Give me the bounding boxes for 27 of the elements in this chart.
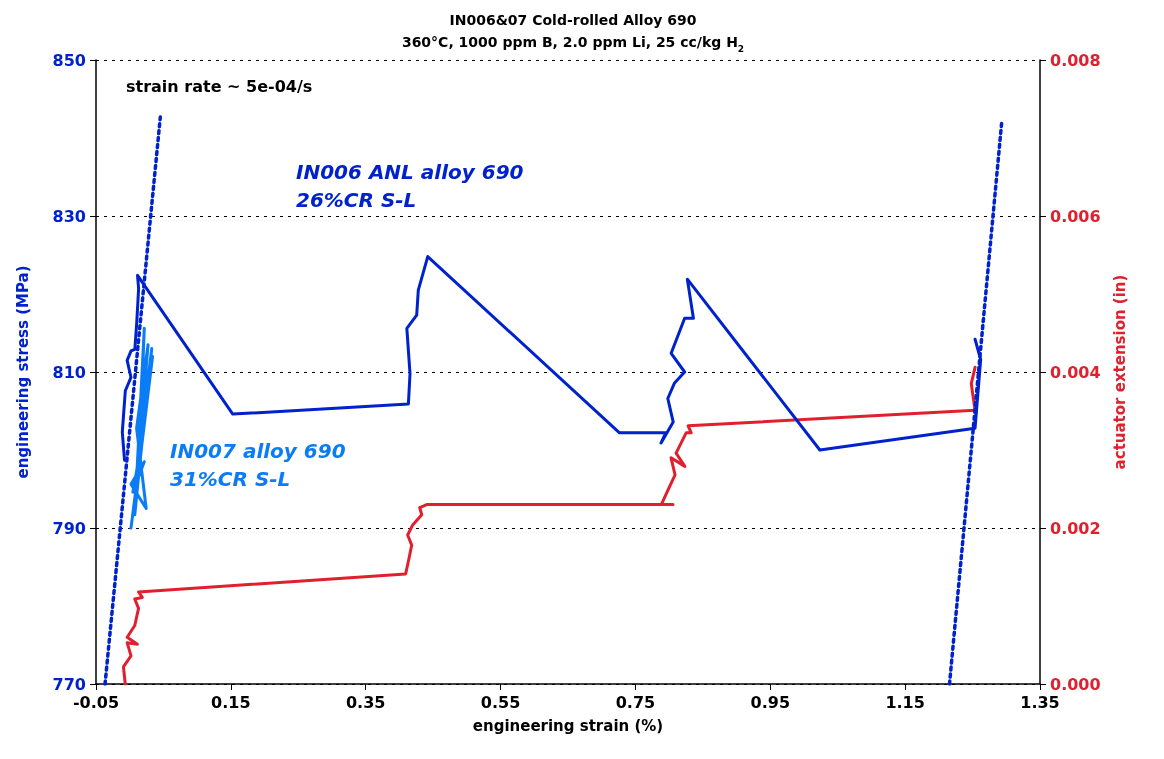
annotation: strain rate ~ 5e-04/s [126,76,313,96]
series-label: IN007 alloy 690 31%CR S-L [170,439,346,491]
x-tick-label: 0.75 [615,692,656,712]
y2-tick-label: 0.002 [1050,518,1101,538]
x-tick-label: 0.35 [345,692,386,712]
y-tick-label: 790 [52,518,86,538]
x-axis-title: engineering strain (%) [472,716,664,735]
x-tick-label: 1.35 [1020,692,1060,712]
y-axis-title: engineering stress (MPa) [13,265,32,479]
y2-tick-label: 0.004 [1050,362,1101,382]
y-tick-label: 850 [52,50,86,70]
line-series [129,326,155,530]
x-tick-label: 0.55 [480,692,521,712]
x-tick-label: 1.15 [885,692,925,712]
y-tick-label: 830 [52,206,86,226]
y2-tick-label: 0.008 [1050,50,1101,70]
y-tick-label: 770 [52,674,86,694]
x-tick-label: 0.95 [750,692,791,712]
y-tick-label: 810 [52,362,86,382]
text: IN006 ANL alloy 690 26%CR S-L [296,160,524,212]
y2-tick-label: 0.006 [1050,206,1101,226]
y2-axis-title: actuator extension (in) [1110,274,1129,470]
x-tick-label: 0.15 [211,692,251,712]
x-tick-label: -0.05 [72,692,120,712]
y2-tick-label: 0.000 [1050,674,1101,694]
chart-title: IN006&07 Cold-rolled Alloy 690 [449,12,697,28]
line-series [121,365,977,686]
